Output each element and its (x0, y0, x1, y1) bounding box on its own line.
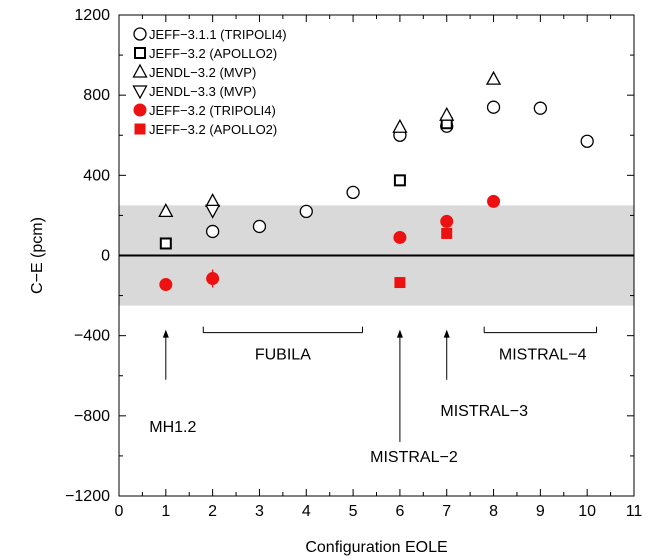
x-tick-label: 3 (255, 503, 264, 520)
legend: JEFF−3.1.1 (TRIPOLI4) JEFF−3.2 (APOLLO2) J… (132, 27, 287, 137)
data-point (393, 174, 406, 187)
data-point (393, 230, 407, 244)
legend-marker (134, 123, 146, 135)
annotation-label: MISTRAL−3 (440, 403, 528, 420)
x-tick-label: 6 (395, 503, 404, 520)
x-tick-label: 2 (208, 503, 217, 520)
legend-marker (132, 85, 148, 100)
x-tick-label: 1 (161, 503, 170, 520)
legend-label: JEFF−3.1.1 (TRIPOLI4) (149, 27, 287, 42)
data-point (394, 277, 406, 289)
legend-marker (133, 103, 147, 117)
legend-label: JEFF−3.2 (APOLLO2) (149, 46, 277, 61)
data-point (487, 194, 501, 208)
annotation-label: MISTRAL−4 (499, 347, 587, 364)
data-point (159, 237, 172, 250)
data-point (485, 70, 502, 85)
legend-label: JENDL−3.2 (MVP) (149, 65, 256, 80)
y-tick-label: −1200 (65, 488, 110, 505)
x-tick-label: 0 (115, 503, 124, 520)
legend-marker (133, 27, 147, 41)
annotation-label: FUBILA (255, 347, 311, 364)
x-axis-label: Configuration EOLE (305, 539, 447, 556)
data-point (533, 101, 548, 115)
legend-label: JENDL−3.3 (MVP) (149, 84, 256, 99)
series-6 (394, 227, 453, 289)
series-4 (205, 204, 221, 219)
plot-area: 0 1 2 3 4 5 6 7 8 9 10 11 −1200−800−40004008001200 … (65, 7, 642, 520)
annotation-label: MISTRAL−2 (370, 449, 458, 466)
y-tick-label: 800 (83, 87, 110, 104)
data-point (392, 118, 408, 133)
data-point (440, 214, 454, 228)
y-ticks: −1200 −800 −400 0 400 800 1200 (65, 7, 634, 505)
annotation-label: MH1.2 (149, 419, 196, 436)
x-tick-label: 8 (489, 503, 498, 520)
data-point (346, 185, 360, 200)
legend-marker (134, 47, 146, 59)
data-point (580, 134, 594, 148)
legend-label: JEFF−3.2 (APOLLO2) (149, 122, 277, 137)
series-5 (159, 194, 501, 292)
y-tick-label: −800 (74, 408, 110, 425)
data-point (299, 204, 313, 219)
y-tick-label: −400 (74, 328, 110, 345)
data-point (158, 203, 174, 218)
arrow-head (162, 329, 169, 338)
x-tick-label: 11 (626, 503, 643, 520)
data-point (205, 193, 221, 208)
data-point (252, 219, 267, 234)
data-point (441, 227, 453, 239)
data-points (158, 70, 594, 292)
data-point (159, 278, 173, 292)
data-point (486, 100, 501, 114)
x-tick-label: 9 (536, 503, 545, 520)
x-tick-label: 4 (302, 503, 311, 520)
x-tick-label: 10 (578, 503, 596, 520)
y-tick-label: 1200 (74, 7, 110, 24)
annotations: MH1.2 FUBILA MISTRAL−2 MISTRAL−3 MISTRAL−4 (149, 326, 598, 466)
data-point (205, 224, 220, 239)
y-tick-label: 400 (83, 167, 110, 184)
y-axis-label: C−E (pcm) (29, 217, 46, 294)
series-3 (158, 70, 502, 218)
legend-label: JEFF−3.2 (TRIPOLI4) (149, 103, 276, 118)
y-tick-label: 0 (101, 248, 110, 265)
x-ticks: 0 1 2 3 4 5 6 7 8 9 10 11 (115, 15, 643, 520)
data-point (439, 106, 455, 121)
x-tick-label: 5 (349, 503, 358, 520)
legend-marker (132, 63, 148, 78)
x-tick-label: 7 (442, 503, 451, 520)
data-point (206, 272, 220, 286)
arrow-head (443, 329, 450, 338)
data-point (205, 204, 221, 219)
arrow-head (396, 329, 403, 338)
